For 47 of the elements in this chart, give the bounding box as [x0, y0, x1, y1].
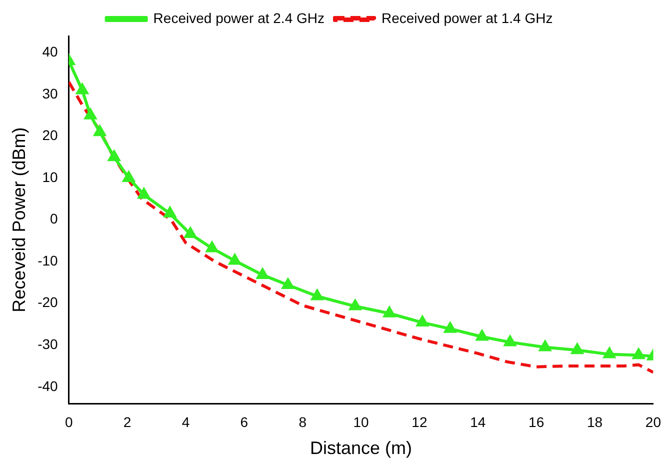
y-tick-label: 20 [42, 127, 58, 144]
x-tick-label: 14 [470, 414, 486, 430]
point [444, 322, 456, 333]
x-tick-label: 12 [412, 414, 428, 430]
y-tick-label: -40 [38, 378, 58, 394]
y-tick-label: 0 [50, 210, 58, 227]
point [282, 278, 294, 289]
point [349, 300, 362, 310]
x-tick-label: 8 [298, 414, 307, 430]
point [206, 242, 218, 252]
y-tick-label: -10 [38, 252, 58, 268]
x-tick-label: 20 [645, 414, 662, 430]
x-tick-label: 0 [64, 414, 73, 430]
point [94, 126, 106, 136]
x-tick-label: 6 [240, 414, 248, 430]
point [539, 340, 551, 352]
point [84, 108, 96, 120]
point [108, 150, 120, 162]
x-tick-label: 16 [528, 414, 544, 430]
point [311, 290, 324, 300]
point [476, 330, 488, 341]
x-tick-label: 2 [123, 414, 132, 430]
point [571, 344, 584, 354]
point [604, 348, 616, 358]
x-tick-label: 4 [182, 414, 190, 430]
legend-label: Received power at 1.4 GHz [382, 10, 553, 26]
point [256, 268, 268, 279]
point [122, 172, 135, 182]
point [184, 228, 196, 238]
x-tick-label: 18 [586, 414, 603, 430]
y-axis-title: Receveid Power (dBm) [8, 127, 29, 312]
point [632, 348, 644, 360]
x-axis-title: Distance (m) [310, 438, 412, 458]
y-tick-label: 30 [42, 85, 58, 102]
y-tick-label: 10 [42, 168, 58, 185]
point [76, 84, 88, 94]
y-tick-label: 40 [42, 44, 58, 60]
point [416, 316, 428, 327]
x-tick-label: 10 [353, 414, 370, 430]
point [228, 254, 241, 265]
point [164, 207, 176, 218]
point [384, 306, 396, 318]
point [138, 188, 150, 199]
y-tick-label: -20 [38, 294, 58, 310]
point [504, 336, 516, 346]
y-tick-label: -30 [38, 336, 58, 352]
legend-label: Received power at 2.4 GHz [153, 10, 325, 26]
